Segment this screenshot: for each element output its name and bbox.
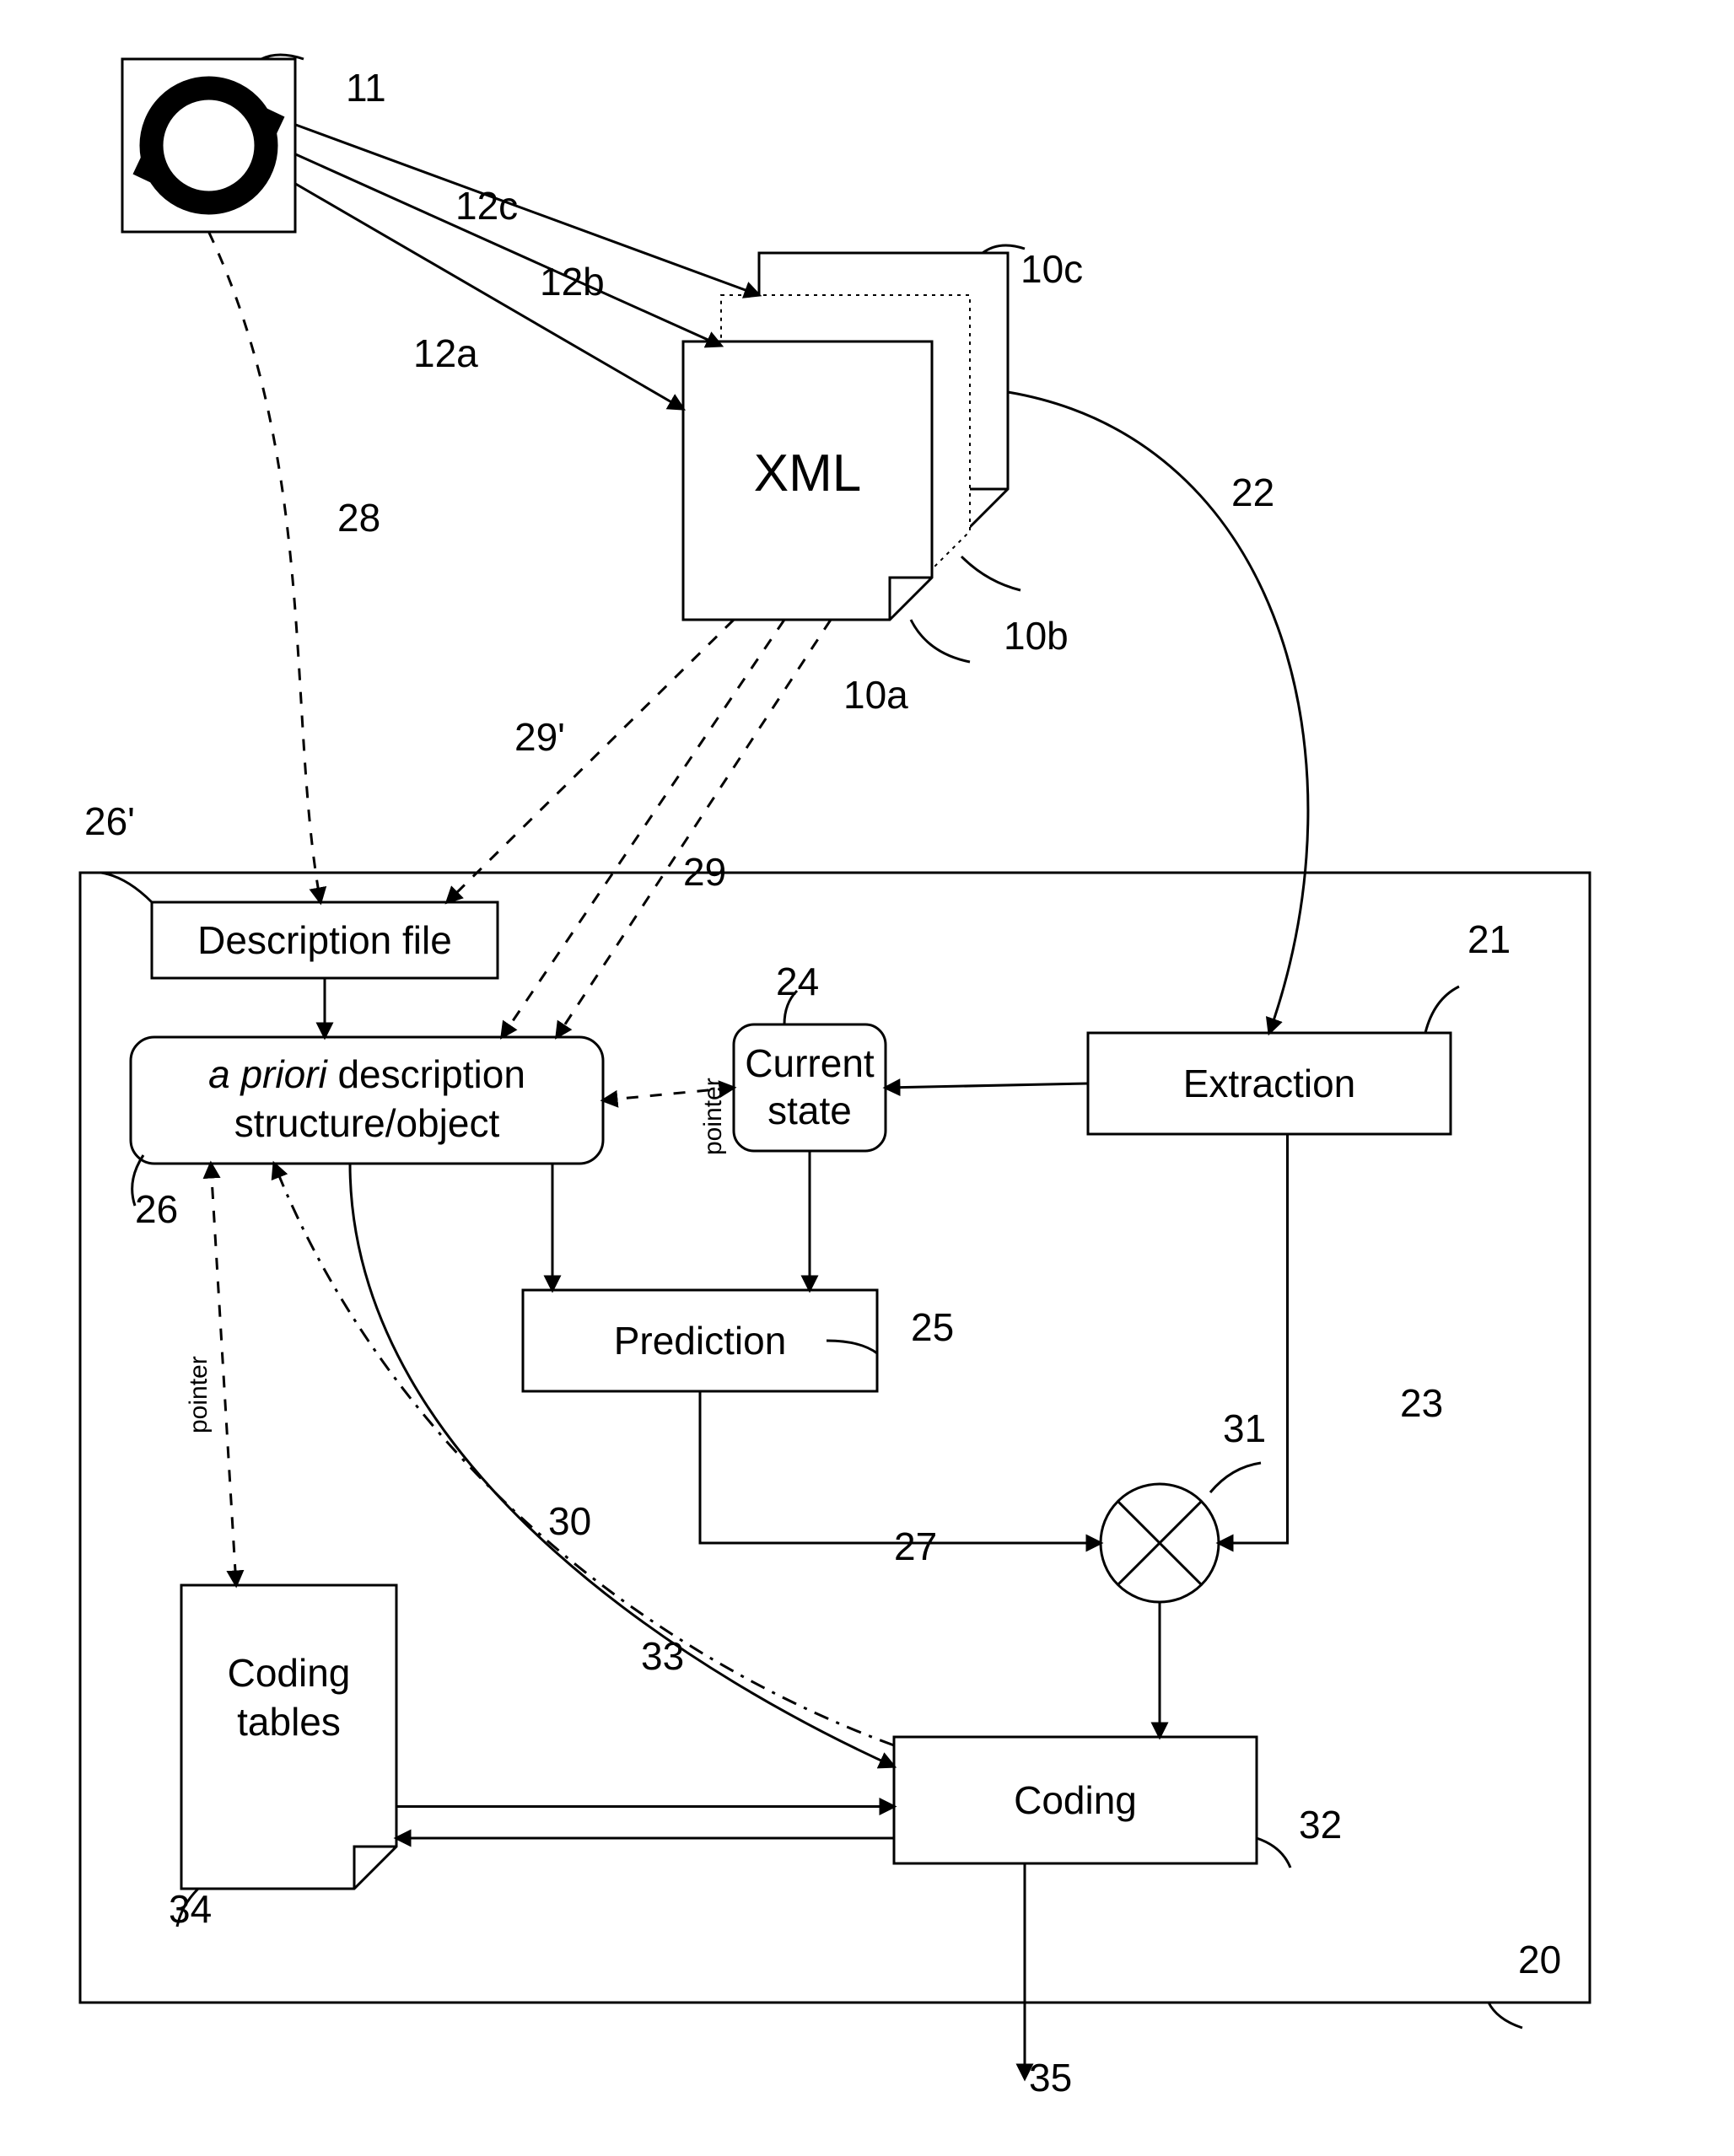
ref-24: 24 xyxy=(776,960,819,1003)
ref-35: 35 xyxy=(1029,2056,1072,2100)
svg-text:state: state xyxy=(767,1089,852,1132)
ref-21: 21 xyxy=(1467,917,1511,961)
ref-32: 32 xyxy=(1299,1803,1342,1847)
ref-12a: 12a xyxy=(413,331,478,375)
ref-31: 31 xyxy=(1223,1406,1266,1450)
ref-22: 22 xyxy=(1231,470,1274,514)
pointer-label-2: pointer xyxy=(185,1356,213,1433)
ref-30: 30 xyxy=(548,1499,591,1543)
ref-26: 26 xyxy=(135,1187,178,1231)
arrow-extraction-current xyxy=(886,1083,1088,1088)
ref-28: 28 xyxy=(337,496,380,540)
arrow-12c xyxy=(295,125,759,295)
description-file-label: Description file xyxy=(197,918,452,962)
arrow-27 xyxy=(700,1391,1101,1543)
ref-12c: 12c xyxy=(455,184,518,228)
extraction-label: Extraction xyxy=(1183,1062,1356,1105)
apriori-label: a priori description xyxy=(208,1052,525,1096)
arrow-pointer-2 xyxy=(211,1164,236,1585)
arrow-23 xyxy=(1219,1134,1288,1543)
ref-10c: 10c xyxy=(1020,247,1083,291)
ref-12b: 12b xyxy=(540,260,605,304)
arrow-12b xyxy=(295,154,721,346)
arrow-29a xyxy=(502,620,784,1037)
ref-29: 29 xyxy=(683,850,726,894)
pointer-label-1: pointer xyxy=(699,1078,727,1155)
svg-text:tables: tables xyxy=(237,1700,341,1744)
arrow-30 xyxy=(350,1164,894,1766)
ref-10a: 10a xyxy=(843,673,908,717)
coding-tables-label: Coding xyxy=(228,1651,351,1695)
xml-label: XML xyxy=(754,444,861,503)
ref-25: 25 xyxy=(911,1305,954,1349)
ref-27: 27 xyxy=(894,1524,937,1568)
ref-34: 34 xyxy=(169,1887,212,1931)
ref-33: 33 xyxy=(641,1634,684,1678)
ref-26p: 26' xyxy=(84,799,135,843)
ref-23: 23 xyxy=(1400,1381,1443,1425)
ref-10b: 10b xyxy=(1004,614,1069,658)
current-state-label: Current xyxy=(745,1041,875,1085)
ref-20: 20 xyxy=(1518,1938,1561,1981)
arrow-28 xyxy=(209,232,321,902)
prediction-label: Prediction xyxy=(614,1319,787,1363)
coding-label: Coding xyxy=(1014,1778,1137,1822)
ref-29p: 29' xyxy=(514,715,565,759)
svg-text:structure/object: structure/object xyxy=(234,1101,500,1145)
ref-11: 11 xyxy=(346,66,386,110)
